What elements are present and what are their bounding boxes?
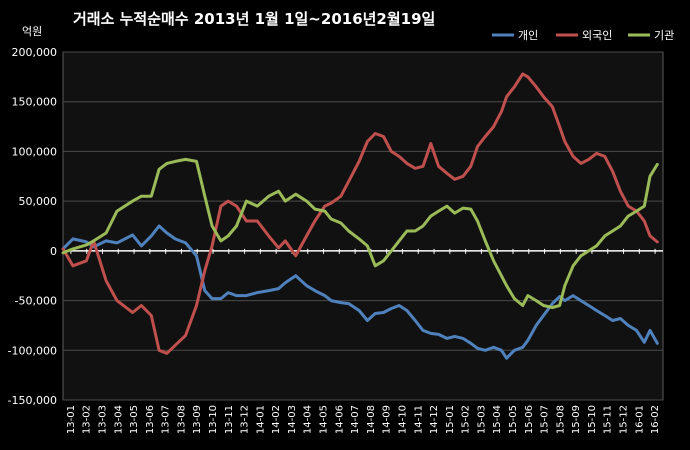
y-tick-label: -150,000 [8, 394, 57, 407]
series-line-외국인 [61, 72, 659, 355]
x-tick-label: 15-10 [587, 405, 598, 434]
legend-label: 외국인 [582, 29, 612, 42]
x-tick-label: 13-02 [82, 405, 93, 434]
y-tick-label: 200,000 [12, 46, 58, 59]
y-axis-ticks: 200,000 150,000 100,000 50,000 0 -50,000 -100,… [8, 46, 57, 407]
x-tick-label: 13-07 [161, 405, 172, 434]
x-tick-label: 14-04 [303, 405, 314, 434]
x-tick-label: 13-03 [97, 405, 108, 434]
x-tick-label: 15-02 [461, 405, 472, 434]
x-tick-label: 13-11 [224, 405, 235, 434]
legend-label: 개인 [518, 29, 538, 42]
x-tick-label: 13-05 [129, 405, 140, 434]
x-tick-label: 14-05 [319, 405, 330, 434]
x-tick-label: 14-02 [271, 405, 282, 434]
x-tick-label: 15-11 [603, 405, 614, 434]
x-tick-label: 15-05 [508, 405, 519, 434]
x-tick-label: 14-09 [382, 405, 393, 434]
legend: 개인 외국인 기관 [492, 29, 674, 42]
x-tick-label: 15-07 [540, 405, 551, 434]
chart-title: 거래소 누적순매수 2013년 1월 1일~2016년2월19일 [73, 10, 435, 28]
y-axis-unit-label: 억원 [22, 25, 42, 38]
series-line-개인 [61, 224, 659, 360]
plot-area [62, 51, 664, 401]
x-tick-label: 14-07 [350, 405, 361, 434]
x-tick-label: 13-10 [208, 405, 219, 434]
series-lines [61, 72, 659, 360]
x-tick-label: 13-12 [240, 405, 251, 434]
x-tick-label: 15-01 [445, 405, 456, 434]
x-tick-label: 15-03 [476, 405, 487, 434]
x-tick-label: 15-08 [555, 405, 566, 434]
series-line-기관 [61, 157, 659, 309]
y-tick-label: 100,000 [12, 145, 58, 158]
x-tick-label: 13-08 [176, 405, 187, 434]
x-tick-label: 15-12 [619, 405, 630, 434]
y-tick-label: -100,000 [8, 344, 57, 357]
x-tick-label: 13-09 [192, 405, 203, 434]
x-tick-label: 15-06 [524, 405, 535, 434]
x-tick-label: 14-12 [429, 405, 440, 434]
y-tick-label: 150,000 [12, 96, 58, 109]
x-tick-label: 13-06 [145, 405, 156, 434]
x-tick-label: 13-04 [113, 405, 124, 434]
x-tick-label: 14-10 [397, 405, 408, 434]
x-tick-label: 16-01 [634, 405, 645, 434]
x-tick-label: 13-01 [66, 405, 77, 434]
x-tick-label: 14-11 [413, 405, 424, 434]
x-tick-label: 14-03 [287, 405, 298, 434]
legend-label: 기관 [654, 29, 674, 42]
x-tick-label: 14-08 [366, 405, 377, 434]
x-tick-label: 15-04 [492, 405, 503, 434]
x-tick-label: 16-02 [650, 405, 661, 434]
x-tick-label: 15-09 [571, 405, 582, 434]
y-tick-label: 0 [50, 245, 57, 258]
y-tick-label: 50,000 [19, 195, 58, 208]
y-tick-label: -50,000 [15, 295, 57, 308]
x-tick-label: 14-06 [334, 405, 345, 434]
x-axis-ticks: 13-01 13-02 13-03 13-04 13-05 13-06 13-07 13-08… [66, 248, 661, 434]
x-tick-label: 14-01 [255, 405, 266, 434]
